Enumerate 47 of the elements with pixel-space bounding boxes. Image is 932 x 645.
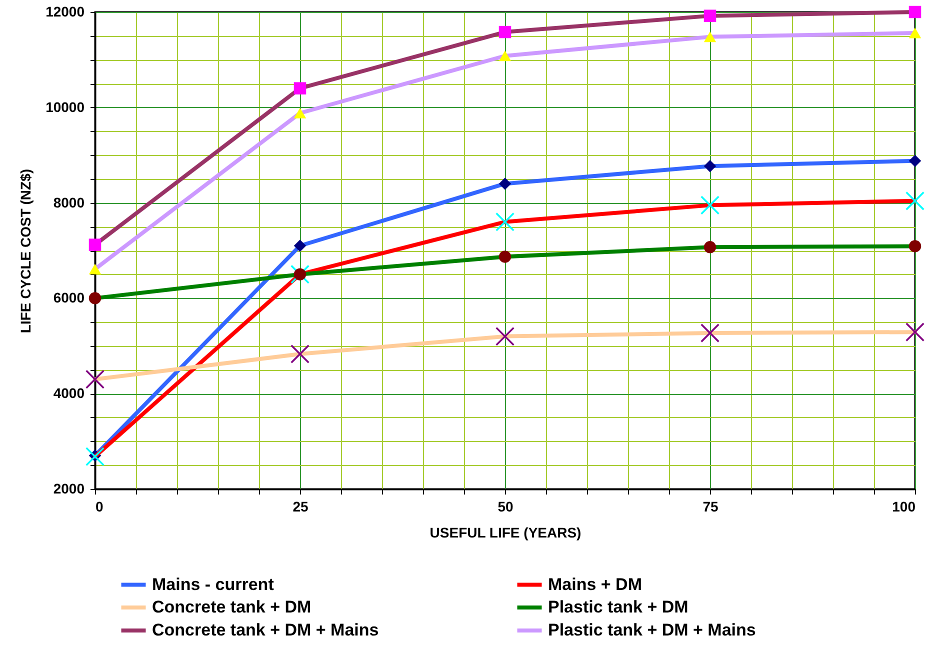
point	[704, 241, 716, 254]
point	[294, 108, 306, 118]
point	[700, 323, 720, 343]
y-axis-title: LIFE CYCLE COST (NZ$)	[18, 168, 34, 334]
y-tick-label: 12000	[46, 4, 85, 20]
legend-label: Plastic tank + DM	[548, 598, 688, 616]
point	[294, 240, 306, 252]
point	[88, 238, 102, 251]
point	[88, 292, 102, 304]
legend-label: Plastic tank + DM + Mains	[548, 620, 756, 640]
legend-label: Mains + DM	[548, 574, 642, 594]
x-tick-label: 100	[892, 498, 916, 514]
point	[498, 250, 512, 263]
point	[88, 264, 102, 274]
y-tick-label: 6000	[53, 290, 85, 306]
legend-label: Mains - current	[152, 574, 274, 594]
x-tick-label: 0	[96, 498, 104, 514]
point	[498, 26, 512, 38]
point	[495, 326, 515, 346]
point	[294, 268, 306, 280]
point	[495, 212, 515, 232]
point	[908, 154, 922, 167]
point	[908, 28, 922, 38]
legend-label: Concrete tank + DM	[152, 598, 312, 616]
point	[908, 6, 922, 18]
legend-label: Concrete tank + DM + Mains	[152, 620, 379, 640]
y-tick-label: 4000	[53, 385, 85, 402]
point	[498, 50, 512, 62]
point	[294, 82, 306, 94]
x-tick-label: 50	[498, 498, 514, 514]
point	[704, 32, 716, 42]
point	[704, 160, 716, 172]
point	[905, 191, 925, 210]
y-tick-label: 10000	[46, 98, 85, 115]
point	[908, 240, 922, 252]
point	[85, 447, 105, 466]
x-tick-label: 75	[702, 498, 718, 514]
point	[704, 10, 716, 22]
point	[700, 196, 720, 215]
y-tick-label: 2000	[53, 480, 85, 496]
y-tick-label: 8000	[53, 194, 85, 210]
x-axis-title: USEFUL LIFE (YEARS)	[430, 524, 582, 540]
point	[498, 178, 512, 190]
x-tick-label: 25	[292, 498, 308, 514]
point	[85, 370, 105, 389]
point	[905, 322, 925, 342]
point	[290, 344, 310, 364]
